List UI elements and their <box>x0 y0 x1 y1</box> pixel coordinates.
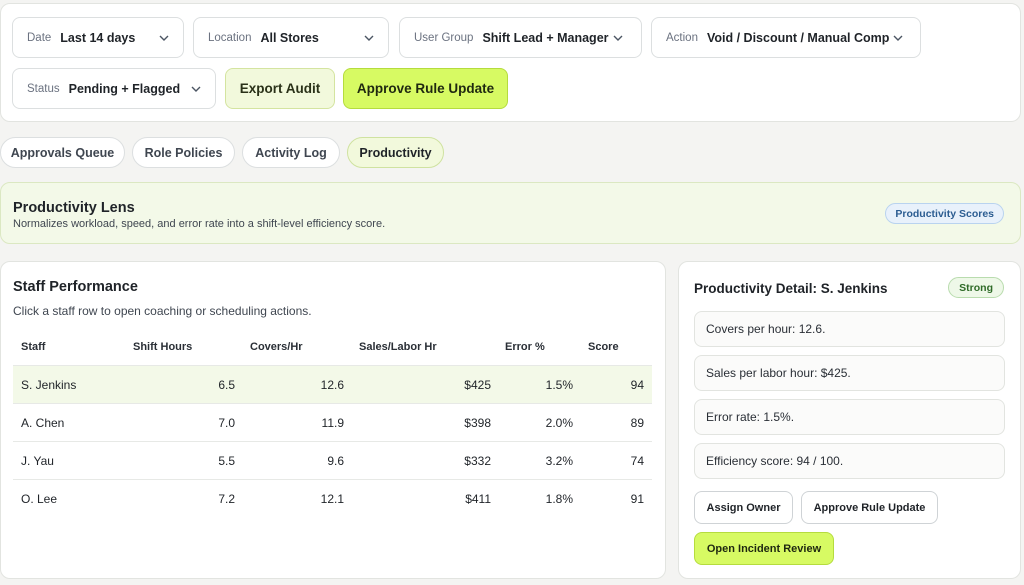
table-row[interactable]: A. Chen 7.0 11.9 $398 2.0% 89 <box>13 403 652 441</box>
date-filter-value: Last 14 days <box>60 30 136 45</box>
user-group-filter[interactable]: User Group Shift Lead + Manager <box>399 17 642 58</box>
tab-role-policies[interactable]: Role Policies <box>132 137 235 168</box>
filter-panel: Date Last 14 days Location All Stores Us… <box>0 3 1021 122</box>
open-incident-review-button[interactable]: Open Incident Review <box>694 532 834 565</box>
chevron-down-icon <box>159 33 169 43</box>
detail-title: Productivity Detail: S. Jenkins <box>694 281 888 296</box>
table-row[interactable]: J. Yau 5.5 9.6 $332 3.2% 74 <box>13 441 652 479</box>
cell-covers: 9.6 <box>327 454 344 468</box>
status-filter-value: Pending + Flagged <box>68 81 181 96</box>
export-audit-button[interactable]: Export Audit <box>225 68 335 109</box>
approve-rule-update-button[interactable]: Approve Rule Update <box>343 68 508 109</box>
cell-score: 74 <box>630 454 644 468</box>
cell-error: 1.5% <box>545 378 573 392</box>
cell-covers: 12.6 <box>320 378 344 392</box>
table-row[interactable]: S. Jenkins 6.5 12.6 $425 1.5% 94 <box>13 365 652 403</box>
cell-error: 3.2% <box>545 454 573 468</box>
cell-sales: $411 <box>465 492 491 506</box>
cell-sales: $332 <box>464 454 491 468</box>
tab-approvals-queue[interactable]: Approvals Queue <box>0 137 125 168</box>
performance-title: Staff Performance <box>13 279 138 295</box>
metric-error-rate: Error rate: 1.5%. <box>694 399 1005 435</box>
column-header-error: Error % <box>505 341 545 353</box>
user-group-filter-value: Shift Lead + Manager <box>482 30 609 45</box>
productivity-scores-badge: Productivity Scores <box>885 203 1004 224</box>
cell-staff: J. Yau <box>21 454 54 468</box>
action-filter-label: Action <box>666 31 698 44</box>
cell-covers: 12.1 <box>320 492 344 506</box>
cell-sales: $398 <box>464 416 491 430</box>
chevron-down-icon <box>364 33 374 43</box>
cell-staff: O. Lee <box>21 492 58 506</box>
location-filter[interactable]: Location All Stores <box>193 17 389 58</box>
location-filter-label: Location <box>208 31 252 44</box>
cell-score: 89 <box>630 416 644 430</box>
user-group-filter-label: User Group <box>414 31 474 44</box>
detail-approve-rule-update-button[interactable]: Approve Rule Update <box>801 491 938 524</box>
column-header-sales-labor: Sales/Labor Hr <box>359 341 437 353</box>
column-header-shift-hours: Shift Hours <box>133 341 193 353</box>
metric-covers-per-hour: Covers per hour: 12.6. <box>694 311 1005 347</box>
chevron-down-icon <box>893 33 903 43</box>
metric-efficiency-score: Efficiency score: 94 / 100. <box>694 443 1005 479</box>
metric-sales-per-labor-hour: Sales per labor hour: $425. <box>694 355 1005 391</box>
cell-sales: $425 <box>464 378 491 392</box>
status-filter[interactable]: Status Pending + Flagged <box>12 68 216 109</box>
chevron-down-icon <box>613 33 623 43</box>
column-header-staff: Staff <box>21 341 46 353</box>
productivity-lens-banner: Productivity Lens Normalizes workload, s… <box>0 182 1021 244</box>
productivity-detail-card: Productivity Detail: S. Jenkins Strong C… <box>678 261 1021 579</box>
cell-error: 2.0% <box>545 416 573 430</box>
column-header-covers: Covers/Hr <box>250 341 303 353</box>
cell-score: 91 <box>630 492 644 506</box>
cell-hours: 5.5 <box>218 454 235 468</box>
status-filter-label: Status <box>27 82 60 95</box>
strong-status-badge: Strong <box>948 277 1004 298</box>
cell-hours: 7.2 <box>218 492 235 506</box>
tab-activity-log[interactable]: Activity Log <box>242 137 340 168</box>
lens-title: Productivity Lens <box>13 200 135 216</box>
assign-owner-button[interactable]: Assign Owner <box>694 491 793 524</box>
column-header-score: Score <box>588 341 619 353</box>
performance-subtitle: Click a staff row to open coaching or sc… <box>13 304 312 318</box>
cell-error: 1.8% <box>545 492 573 506</box>
lens-subtitle: Normalizes workload, speed, and error ra… <box>13 218 386 230</box>
cell-covers: 11.9 <box>321 416 344 430</box>
action-filter[interactable]: Action Void / Discount / Manual Comp <box>651 17 921 58</box>
action-filter-value: Void / Discount / Manual Comp <box>706 30 890 45</box>
date-filter-label: Date <box>27 31 52 44</box>
date-filter[interactable]: Date Last 14 days <box>12 17 184 58</box>
chevron-down-icon <box>191 84 201 94</box>
cell-score: 94 <box>630 378 644 392</box>
location-filter-value: All Stores <box>260 30 319 45</box>
table-header: Staff Shift Hours Covers/Hr Sales/Labor … <box>13 341 652 365</box>
cell-staff: S. Jenkins <box>21 378 77 392</box>
cell-hours: 7.0 <box>218 416 235 430</box>
cell-hours: 6.5 <box>218 378 235 392</box>
tab-productivity[interactable]: Productivity <box>347 137 444 168</box>
cell-staff: A. Chen <box>21 416 65 430</box>
staff-performance-card: Staff Performance Click a staff row to o… <box>0 261 666 579</box>
table-row[interactable]: O. Lee 7.2 12.1 $411 1.8% 91 <box>13 479 652 517</box>
